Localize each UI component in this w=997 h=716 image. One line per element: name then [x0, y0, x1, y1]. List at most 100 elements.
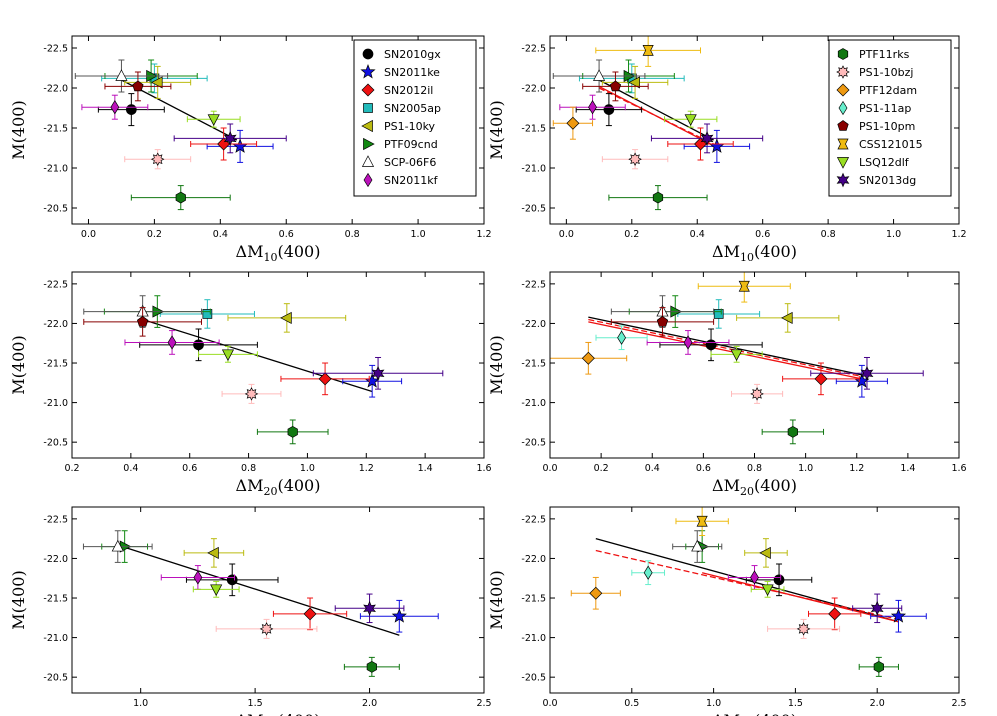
x-tick-label: 1.2 [849, 463, 864, 474]
legend-entry: CSS121015 [837, 138, 923, 151]
x-tick-label: 1.0 [798, 463, 813, 474]
point-PS1-10bzj [221, 383, 282, 404]
point-SN2012il [280, 362, 370, 396]
legend: SN2010gx SN2011ke SN2012il SN2005ap PS1-10ky… [353, 39, 477, 197]
x-axis-label: ΔM10(400) [712, 242, 797, 264]
x-tick-label: 0.0 [542, 698, 557, 709]
plot-area [74, 59, 287, 211]
legend-label: SN2005ap [384, 102, 441, 115]
marker-SN2010gx [193, 339, 204, 351]
marker-SCP-06F6 [115, 69, 128, 81]
marker-PS1-10pm [609, 80, 622, 92]
point-PS1-11ap [631, 560, 666, 586]
plot-area [570, 507, 927, 677]
legend-marker-PTF11rks [837, 48, 849, 60]
fit-line-3 [598, 87, 714, 145]
point-SN2013dg [334, 593, 405, 624]
legend-entry: SN2011ke [360, 64, 440, 79]
marker-CSS121015 [642, 45, 654, 56]
axes-frame [71, 506, 485, 694]
x-tick-label: 2.0 [362, 698, 377, 709]
x-tick-label: 0.8 [747, 463, 762, 474]
marker-PS1-10pm [132, 80, 144, 92]
marker-PS1-10pm [656, 315, 669, 327]
point-SN2005ap [677, 299, 761, 329]
point-SN2012il [190, 127, 258, 161]
point-SN2011kf [727, 565, 782, 590]
marker-PS1-10ky [759, 546, 771, 559]
marker-SN2012il [814, 372, 828, 386]
x-tick-label: 1.6 [476, 463, 491, 474]
point-PS1-10ky [736, 303, 840, 333]
panel-5: 1.0 1.5 2.0 2.5 -22.5 -22.0 -21.5 -21.0 -20.5 ΔM3… [9, 506, 492, 716]
point-PS1-10pm [610, 307, 715, 337]
marker-SN2011kf [588, 100, 597, 115]
legend-marker-SN2012il [361, 83, 375, 97]
x-axis-label: ΔM20(400) [712, 476, 797, 498]
point-LSQ12dlf [710, 345, 763, 363]
legend-label: PS1-10ky [384, 120, 436, 133]
y-axis-label: M(400) [487, 100, 506, 159]
legend-entry: PS1-10pm [837, 120, 915, 133]
point-SN2011kf [81, 94, 149, 120]
fit-line-3 [595, 549, 899, 621]
marker-LSQ12dlf [210, 584, 223, 597]
marker-PTF12dam [566, 116, 580, 130]
point-SN2013dg [650, 123, 764, 154]
x-tick-label: 0.2 [594, 463, 609, 474]
point-PS1-10bzj [601, 149, 669, 170]
y-axis-label: M(400) [9, 570, 28, 629]
y-tick-label: -20.5 [521, 204, 546, 215]
plot-area [552, 36, 764, 211]
marker-SCP-06F6 [691, 539, 704, 552]
point-PS1-10bzj [124, 149, 192, 170]
legend-label: SN2011kf [384, 174, 439, 187]
x-tick-label: 1.5 [248, 698, 263, 709]
marker-PS1-10bzj [259, 622, 274, 636]
legend-label: SN2013dg [859, 174, 916, 187]
legend-marker-PS1-11ap [838, 100, 848, 116]
point-SN2012il [807, 597, 862, 631]
legend-entry: PTF09cnd [363, 137, 438, 151]
y-tick-label: -22.0 [521, 319, 546, 330]
point-SCP-06F6 [74, 59, 169, 93]
point-SN2010gx [97, 93, 165, 127]
point-PS1-10ky [124, 65, 192, 99]
marker-SN2005ap [713, 309, 724, 319]
legend-entry: PS1-10ky [361, 119, 436, 133]
point-LSQ12dlf [198, 345, 258, 363]
x-axis-label: ΔM30(400) [236, 711, 321, 716]
point-SN2013dg [810, 356, 924, 390]
legend-label: PTF12dam [859, 84, 917, 97]
y-tick-label: -22.0 [43, 554, 68, 565]
legend-marker-LSQ12dlf [836, 157, 850, 169]
legend-entry: SN2011kf [363, 172, 439, 188]
marker-SN2010gx [705, 339, 717, 351]
legend-entry: SN2012il [361, 83, 433, 97]
point-PS1-10pm [104, 71, 172, 102]
legend-marker-CSS121015 [837, 138, 849, 150]
legend-marker-SN2011kf [363, 172, 373, 188]
x-tick-label: 1.2 [359, 463, 374, 474]
point-SN2005ap [159, 299, 255, 329]
y-tick-label: -21.0 [521, 398, 546, 409]
legend-box [828, 39, 952, 197]
marker-SN2012il [828, 607, 842, 621]
marker-SN2013dg [371, 365, 385, 381]
legend-marker-SN2011ke [360, 64, 376, 79]
x-tick-label: 1.0 [133, 698, 148, 709]
point-PS1-10bzj [767, 618, 841, 639]
marker-PS1-10ky [150, 76, 163, 89]
legend-marker-SN2013dg [836, 172, 850, 188]
x-tick-label: 0.8 [241, 463, 256, 474]
x-tick-label: 0.6 [696, 463, 711, 474]
marker-PS1-10bzj [796, 622, 811, 636]
y-axis-label: M(400) [9, 100, 28, 159]
marker-SN2012il [303, 607, 317, 621]
marker-PS1-10bzj [628, 152, 642, 166]
marker-SN2011kf [750, 570, 759, 585]
y-tick-label: -21.0 [43, 398, 68, 409]
axes-frame [71, 271, 485, 459]
point-PS1-10bzj [215, 618, 318, 639]
